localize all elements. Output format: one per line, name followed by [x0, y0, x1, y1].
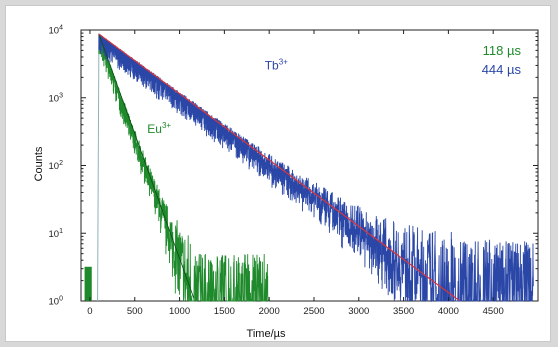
eu-series-label: Eu3+ — [147, 121, 171, 136]
tb-series-label: Tb3+ — [265, 58, 288, 73]
x-tick-label: 0 — [87, 306, 92, 317]
x-axis-title: Time/µs — [247, 328, 286, 340]
eu-series-trace — [98, 34, 270, 302]
y-tick-label: 102 — [49, 160, 64, 172]
figure-panel: 0 500 1000 1500 2000 2500 3000 3500 4000 4500 100 1… — [5, 5, 551, 342]
x-tick-label: 2000 — [259, 306, 280, 317]
pre-pulse-baseline — [84, 266, 92, 301]
x-tick-label: 1000 — [169, 306, 190, 317]
decay-chart: 0 500 1000 1500 2000 2500 3000 3500 4000 4500 100 1… — [33, 25, 539, 340]
y-tick-label: 100 — [49, 296, 64, 308]
y-tick-label: 101 — [49, 228, 64, 240]
x-tick-label: 4000 — [438, 306, 459, 317]
y-tick-label: 103 — [49, 92, 64, 104]
y-axis-title: Counts — [33, 146, 45, 181]
rise-edge-line — [97, 34, 100, 302]
tb-series-name: Tb — [265, 59, 279, 73]
tb-fit-line — [98, 33, 460, 301]
tb-series-superscript: 3+ — [279, 58, 288, 67]
y-tick-label: 104 — [49, 25, 64, 37]
x-tick-label: 3500 — [393, 306, 414, 317]
tb-series-trace — [98, 33, 534, 303]
x-tick-label: 4500 — [483, 306, 504, 317]
tb-lifetime-label: 444 µs — [482, 62, 522, 77]
x-tick-label: 1500 — [214, 306, 235, 317]
eu-series-superscript: 3+ — [162, 121, 171, 130]
eu-fit-line — [98, 33, 195, 299]
eu-decay-line — [98, 34, 270, 302]
x-tick-label: 500 — [127, 306, 143, 317]
x-tick-label: 2500 — [303, 306, 324, 317]
eu-series-name: Eu — [147, 122, 162, 136]
eu-lifetime-label: 118 µs — [483, 43, 522, 58]
tb-decay-line — [98, 33, 534, 303]
x-tick-label: 3000 — [348, 306, 369, 317]
